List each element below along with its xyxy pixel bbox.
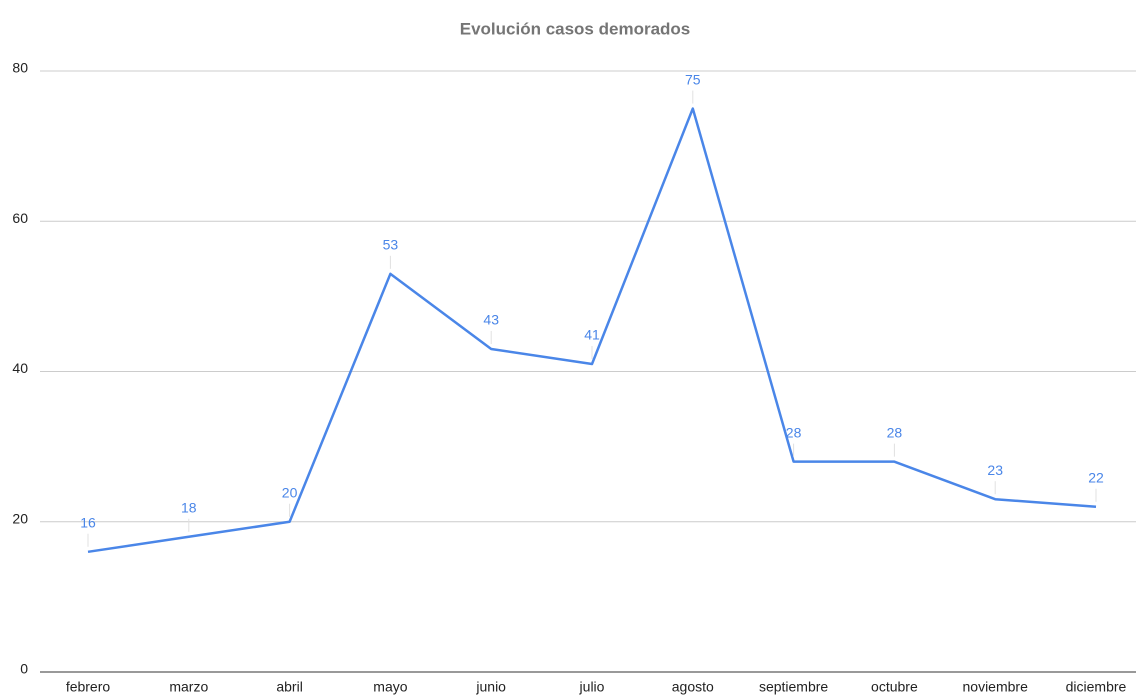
x-tick-label: septiembre <box>759 679 828 695</box>
y-tick-label: 80 <box>12 60 28 76</box>
chart-title: Evolución casos demorados <box>460 19 691 38</box>
x-tick-label: marzo <box>169 679 208 695</box>
data-label: 16 <box>80 515 96 531</box>
x-tick-label: agosto <box>672 679 714 695</box>
x-tick-label: abril <box>276 679 302 695</box>
data-label: 20 <box>282 484 298 500</box>
y-tick-label: 20 <box>12 510 28 526</box>
x-tick-label: diciembre <box>1066 679 1127 695</box>
data-label: 28 <box>887 424 903 440</box>
data-label: 53 <box>383 237 399 253</box>
data-label: 28 <box>786 424 802 440</box>
data-label: 41 <box>584 327 600 343</box>
data-label: 75 <box>685 71 701 87</box>
y-tick-label: 40 <box>12 360 28 376</box>
x-tick-label: octubre <box>871 679 918 695</box>
data-label: 43 <box>483 312 499 328</box>
data-label: 18 <box>181 499 197 515</box>
x-tick-label: junio <box>475 679 506 695</box>
x-tick-label: mayo <box>373 679 407 695</box>
y-tick-label: 60 <box>12 210 28 226</box>
y-tick-label: 0 <box>20 661 28 677</box>
x-tick-label: febrero <box>66 679 111 695</box>
line-series <box>87 107 1097 554</box>
x-tick-label: julio <box>579 679 605 695</box>
data-label: 22 <box>1088 469 1104 485</box>
data-label: 23 <box>987 462 1003 478</box>
x-tick-label: noviembre <box>963 679 1029 695</box>
